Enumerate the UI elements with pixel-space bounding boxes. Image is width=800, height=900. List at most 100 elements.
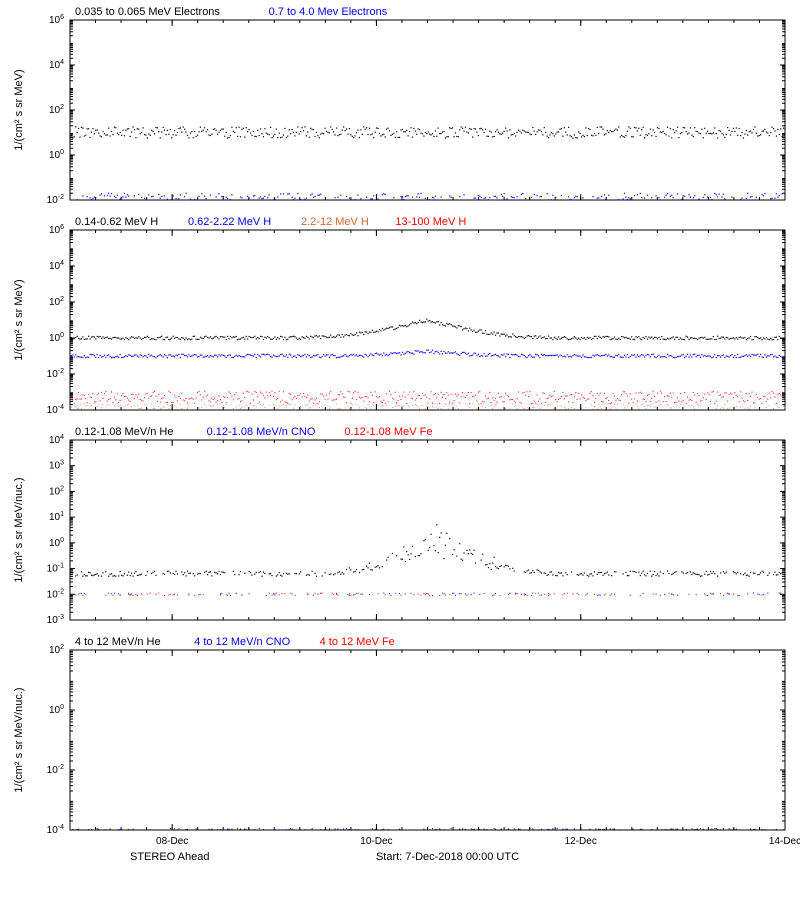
- data-point: [105, 571, 106, 572]
- data-point: [746, 198, 747, 199]
- data-point: [337, 595, 338, 596]
- data-point: [424, 406, 425, 407]
- data-point: [550, 829, 551, 830]
- data-point: [693, 829, 694, 830]
- data-point: [88, 128, 89, 129]
- data-point: [456, 406, 457, 407]
- data-point: [624, 408, 625, 409]
- data-point: [210, 135, 211, 136]
- data-point: [353, 335, 354, 336]
- data-point: [538, 593, 539, 594]
- data-point: [419, 352, 420, 353]
- data-point: [214, 572, 215, 573]
- data-point: [749, 131, 750, 132]
- data-point: [723, 828, 724, 829]
- data-point: [74, 338, 75, 339]
- data-point: [134, 338, 135, 339]
- data-point: [630, 198, 631, 199]
- data-point: [707, 355, 708, 356]
- data-point: [604, 355, 605, 356]
- series-legend-label: 4 to 12 MeV Fe: [320, 636, 395, 648]
- data-point: [150, 135, 151, 136]
- data-point: [637, 194, 638, 195]
- data-point: [667, 127, 668, 128]
- data-point: [670, 355, 671, 356]
- data-point: [469, 403, 470, 404]
- data-point: [451, 404, 452, 405]
- data-point: [91, 199, 92, 200]
- data-point: [473, 550, 474, 551]
- data-point: [753, 402, 754, 403]
- data-point: [568, 401, 569, 402]
- data-point: [644, 399, 645, 400]
- data-point: [313, 337, 314, 338]
- data-point: [294, 573, 295, 574]
- data-point: [254, 391, 255, 392]
- data-point: [491, 405, 492, 406]
- data-point: [524, 571, 525, 572]
- data-point: [267, 336, 268, 337]
- data-point: [645, 134, 646, 135]
- data-point: [177, 132, 178, 133]
- data-point: [263, 404, 264, 405]
- data-point: [526, 357, 527, 358]
- data-point: [776, 403, 777, 404]
- data-point: [325, 829, 326, 830]
- data-point: [445, 137, 446, 138]
- data-point: [284, 593, 285, 594]
- data-point: [749, 576, 750, 577]
- data-point: [78, 594, 79, 595]
- data-point: [671, 137, 672, 138]
- data-point: [605, 199, 606, 200]
- data-point: [458, 354, 459, 355]
- data-point: [428, 594, 429, 595]
- data-point: [279, 594, 280, 595]
- data-point: [177, 829, 178, 830]
- data-point: [186, 829, 187, 830]
- data-point: [310, 357, 311, 358]
- data-point: [462, 560, 463, 561]
- data-point: [499, 335, 500, 336]
- data-point: [462, 829, 463, 830]
- data-point: [508, 566, 509, 567]
- data-point: [323, 133, 324, 134]
- data-point: [660, 391, 661, 392]
- data-point: [561, 396, 562, 397]
- data-point: [767, 355, 768, 356]
- data-point: [322, 335, 323, 336]
- data-point: [115, 356, 116, 357]
- data-point: [580, 355, 581, 356]
- data-point: [82, 595, 83, 596]
- data-point: [408, 325, 409, 326]
- data-point: [196, 398, 197, 399]
- data-point: [697, 355, 698, 356]
- data-point: [416, 323, 417, 324]
- data-point: [230, 199, 231, 200]
- data-point: [627, 199, 628, 200]
- data-point: [385, 136, 386, 137]
- data-point: [231, 194, 232, 195]
- data-point: [620, 400, 621, 401]
- data-point: [449, 829, 450, 830]
- data-point: [575, 354, 576, 355]
- data-point: [220, 595, 221, 596]
- data-point: [402, 325, 403, 326]
- data-point: [693, 392, 694, 393]
- data-point: [622, 198, 623, 199]
- data-point: [279, 133, 280, 134]
- data-point: [671, 829, 672, 830]
- data-point: [664, 396, 665, 397]
- data-point: [327, 399, 328, 400]
- data-point: [567, 338, 568, 339]
- data-point: [709, 394, 710, 395]
- data-point: [716, 401, 717, 402]
- data-point: [572, 337, 573, 338]
- data-point: [284, 337, 285, 338]
- data-point: [160, 402, 161, 403]
- data-point: [277, 137, 278, 138]
- data-point: [671, 195, 672, 196]
- data-point: [207, 574, 208, 575]
- data-point: [349, 829, 350, 830]
- data-point: [554, 337, 555, 338]
- data-point: [422, 133, 423, 134]
